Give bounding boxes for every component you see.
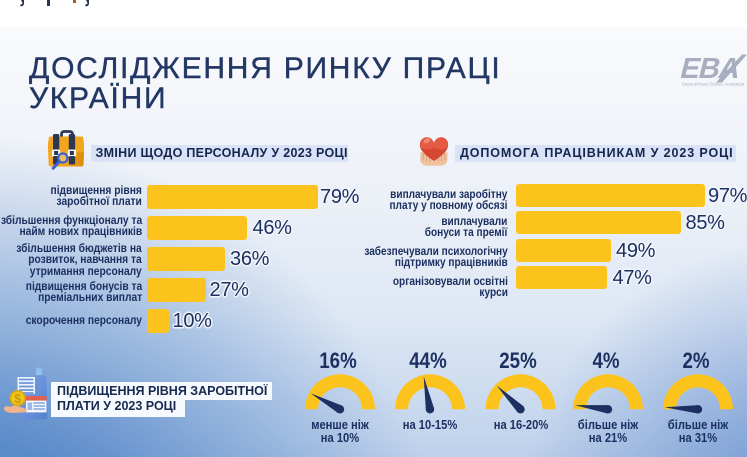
svg-text:EBA: EBA [681,53,744,85]
svg-text:Європейська Бізнес Асоціація: Європейська Бізнес Асоціація [682,81,744,86]
svg-text:$: $ [14,391,22,406]
